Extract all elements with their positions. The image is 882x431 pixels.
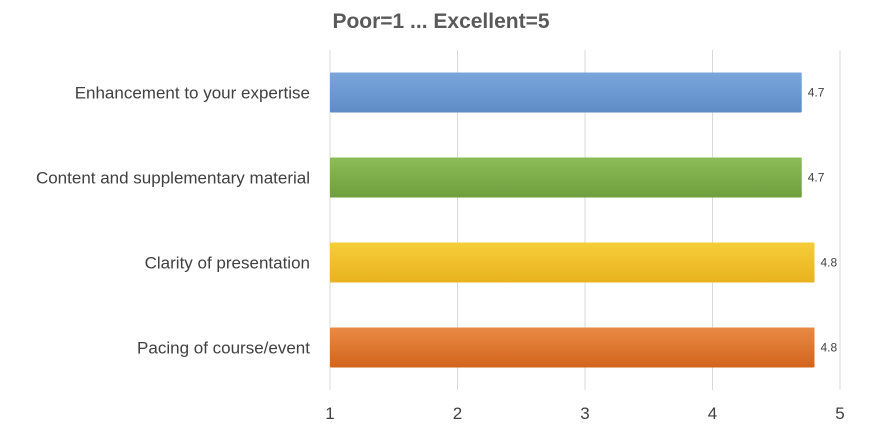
x-tick-label-2: 2 <box>453 404 462 423</box>
bar-1 <box>330 72 802 113</box>
bar-4 <box>330 327 815 368</box>
x-tick-label-3: 3 <box>580 404 589 423</box>
data-label-3: 4.8 <box>821 256 838 270</box>
bar-3 <box>330 242 815 283</box>
bar-2 <box>330 157 802 198</box>
data-label-2: 4.7 <box>808 171 825 185</box>
chart-title: Poor=1 ... Excellent=5 <box>332 10 550 33</box>
x-tick-label-4: 4 <box>708 404 717 423</box>
category-label-4: Pacing of course/event <box>137 339 310 358</box>
data-label-1: 4.7 <box>808 86 825 100</box>
category-label-2: Content and supplementary material <box>36 169 310 188</box>
category-label-3: Clarity of presentation <box>145 254 310 273</box>
data-label-4: 4.8 <box>821 341 838 355</box>
category-label-1: Enhancement to your expertise <box>75 84 310 103</box>
x-tick-label-1: 1 <box>325 404 334 423</box>
x-tick-label-5: 5 <box>835 404 844 423</box>
